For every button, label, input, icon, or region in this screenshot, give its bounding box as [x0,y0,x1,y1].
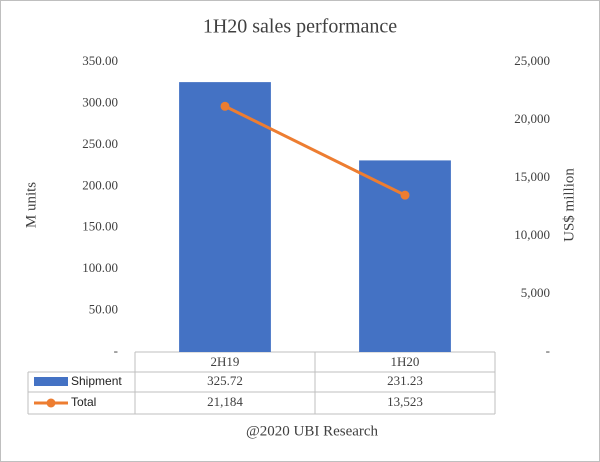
table-value: 231.23 [387,373,423,388]
y-tick-label: 50.00 [89,302,118,317]
y2-tick-label: 10,000 [514,227,550,242]
legend-label: Shipment [71,374,122,388]
chart-title: 1H20 sales performance [203,16,397,38]
x-tick-label: 1H20 [391,354,420,369]
marker [220,101,230,111]
table-value: 21,184 [207,394,243,409]
y2-tick-label: 15,000 [514,169,550,184]
y2-tick-label: 20,000 [514,111,550,126]
legend-key [34,377,68,386]
y-tick-label: 300.00 [82,94,118,109]
x-tick-label: 2H19 [211,354,240,369]
y-tick-label: 150.00 [82,219,118,234]
y2-tick-label: 5,000 [521,285,550,300]
table-value: 13,523 [387,394,423,409]
y2-axis-title: US$ million [561,168,577,242]
y-tick-label: 350.00 [82,53,118,68]
y-tick-label: 250.00 [82,136,118,151]
y-tick-label: 200.00 [82,177,118,192]
legend-label: Total [71,395,96,409]
bar [359,160,451,352]
legend-key [46,398,56,408]
marker [400,190,410,200]
table-value: 325.72 [207,373,243,388]
y-tick-label: 100.00 [82,260,118,275]
x-axis-title: @2020 UBI Research [246,423,379,439]
y-axis-title: M units [23,182,39,228]
bar [179,82,271,353]
y-tick-label: - [114,343,118,358]
line [224,104,406,197]
y2-tick-label: - [546,343,550,358]
y2-tick-label: 25,000 [514,53,550,68]
